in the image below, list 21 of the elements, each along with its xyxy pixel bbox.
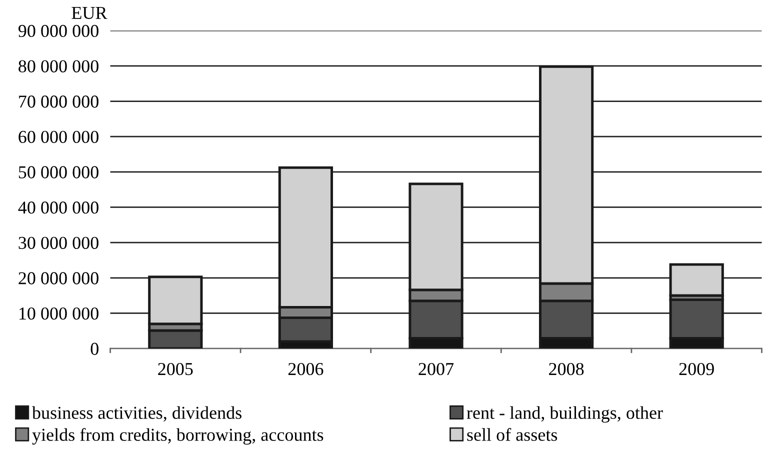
y-tick-label: 70 000 000 bbox=[19, 96, 98, 108]
y-tick-label: 0 bbox=[90, 342, 98, 355]
legend-label: business activities, dividends bbox=[32, 406, 242, 422]
y-tick-label: 10 000 000 bbox=[19, 307, 98, 320]
x-tick-label: 2005 bbox=[158, 362, 193, 376]
x-tick-label: 2008 bbox=[549, 362, 584, 376]
y-tick-label: 90 000 000 bbox=[18, 24, 98, 38]
y-tick-label: 80 000 000 bbox=[18, 60, 98, 72]
x-tick-label: 2006 bbox=[288, 362, 324, 376]
y-tick-label: 60 000 000 bbox=[18, 130, 98, 144]
x-tick-label: 2009 bbox=[679, 362, 714, 376]
y-tick-label: 50 000 000 bbox=[18, 166, 98, 178]
legend-label: rent - land, buildings, other bbox=[466, 406, 663, 423]
y-axis-title: EUR bbox=[72, 7, 108, 19]
legend-label: yields from credits, borrowing, accounts bbox=[32, 428, 324, 445]
bar bbox=[148, 329, 203, 349]
legend-label: sell of assets bbox=[467, 428, 558, 441]
y-tick-label: 40 000 000 bbox=[18, 201, 98, 214]
y-tick-label: 20 000 000 bbox=[18, 272, 98, 284]
y-tick-label: 30 000 000 bbox=[18, 236, 98, 250]
x-tick-label: 2007 bbox=[418, 362, 454, 376]
